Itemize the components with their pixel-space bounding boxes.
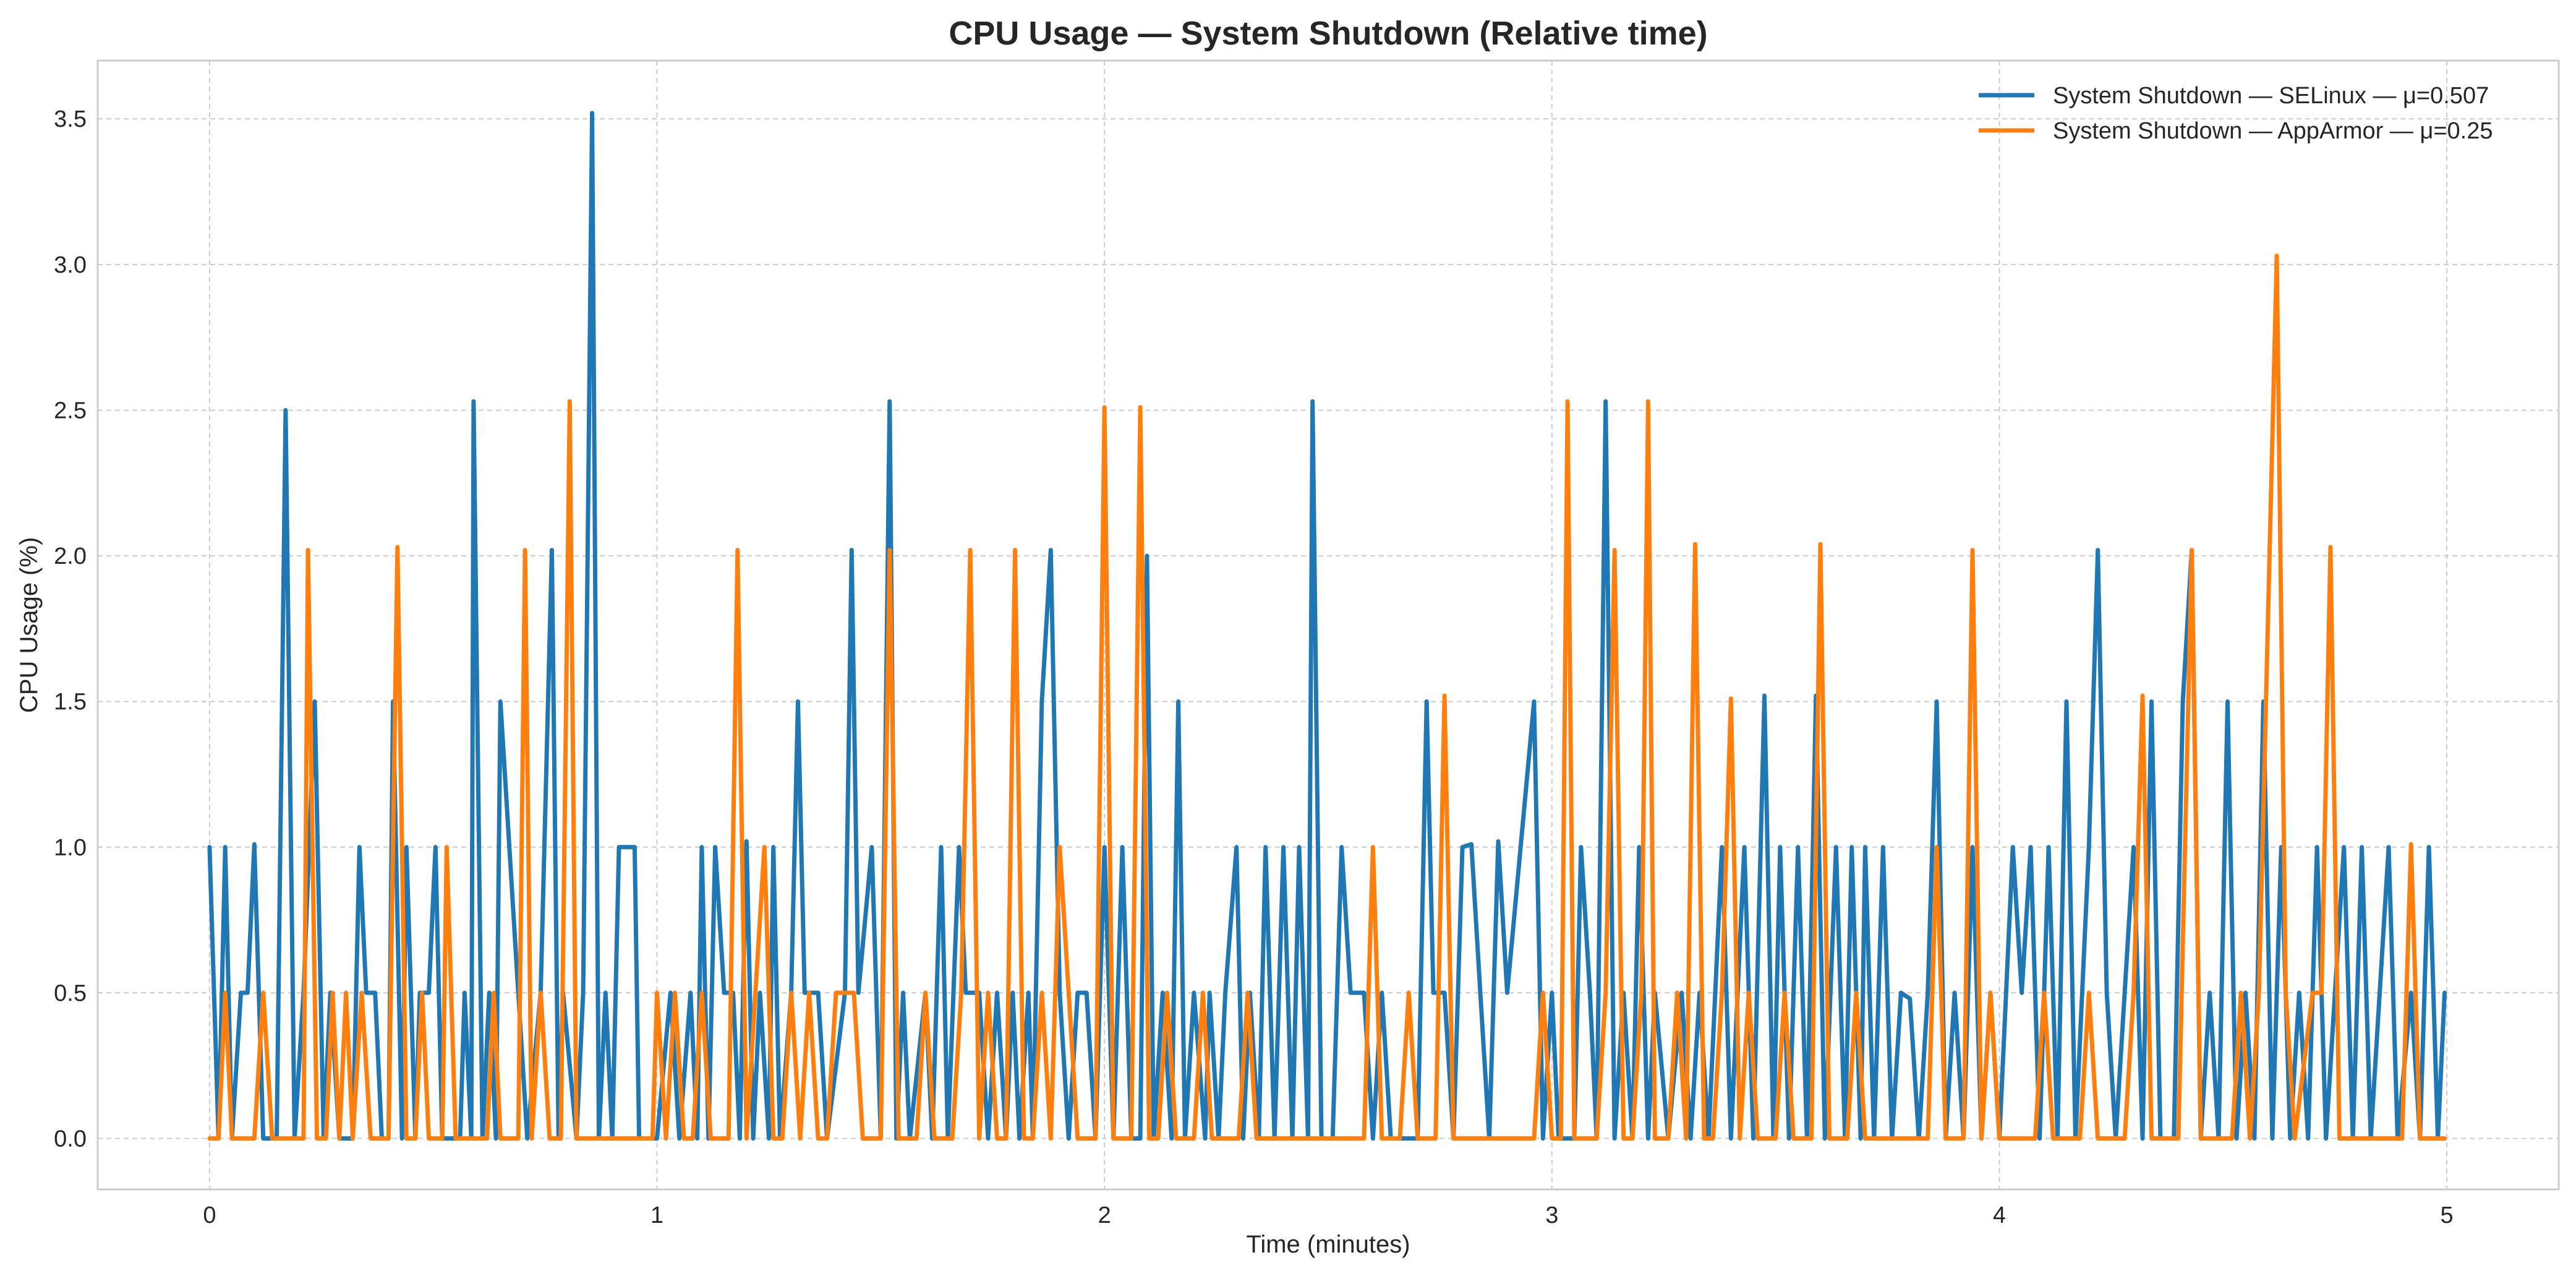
x-tick-label: 4 [1993, 1202, 2006, 1228]
x-tick-label: 0 [203, 1202, 216, 1228]
y-tick-label: 2.0 [54, 543, 87, 569]
legend-label-selinux: System Shutdown — SELinux — μ=0.507 [2053, 83, 2489, 109]
y-tick-label: 3.5 [54, 106, 87, 132]
x-tick-label: 2 [1098, 1202, 1111, 1228]
y-tick-label: 2.5 [54, 398, 87, 423]
legend: System Shutdown — SELinux — μ=0.507 Syst… [1979, 83, 2493, 144]
series-line-apparmor [207, 253, 2447, 1141]
y-tick-label: 0.0 [54, 1126, 87, 1152]
series-group [207, 111, 2447, 1141]
x-tick-label: 5 [2441, 1202, 2454, 1228]
y-tick-label: 0.5 [54, 980, 87, 1006]
y-tick-labels: 0.0 0.5 1.0 1.5 2.0 2.5 3.0 3.5 [54, 106, 87, 1152]
x-tick-label: 3 [1545, 1202, 1558, 1228]
chart-title: CPU Usage — System Shutdown (Relative ti… [949, 15, 1707, 52]
y-tick-label: 3.0 [54, 252, 87, 278]
x-tick-label: 1 [650, 1202, 663, 1228]
y-tick-label: 1.5 [54, 689, 87, 715]
plot-frame [96, 59, 2560, 1191]
x-axis-label: Time (minutes) [1246, 1231, 1410, 1258]
y-tick-label: 1.0 [54, 835, 87, 861]
y-axis-label: CPU Usage (%) [15, 537, 43, 713]
legend-label-apparmor: System Shutdown — AppArmor — μ=0.25 [2053, 118, 2493, 144]
x-tick-labels: 0 1 2 3 4 5 [203, 1202, 2453, 1228]
series-line-selinux [207, 111, 2447, 1141]
